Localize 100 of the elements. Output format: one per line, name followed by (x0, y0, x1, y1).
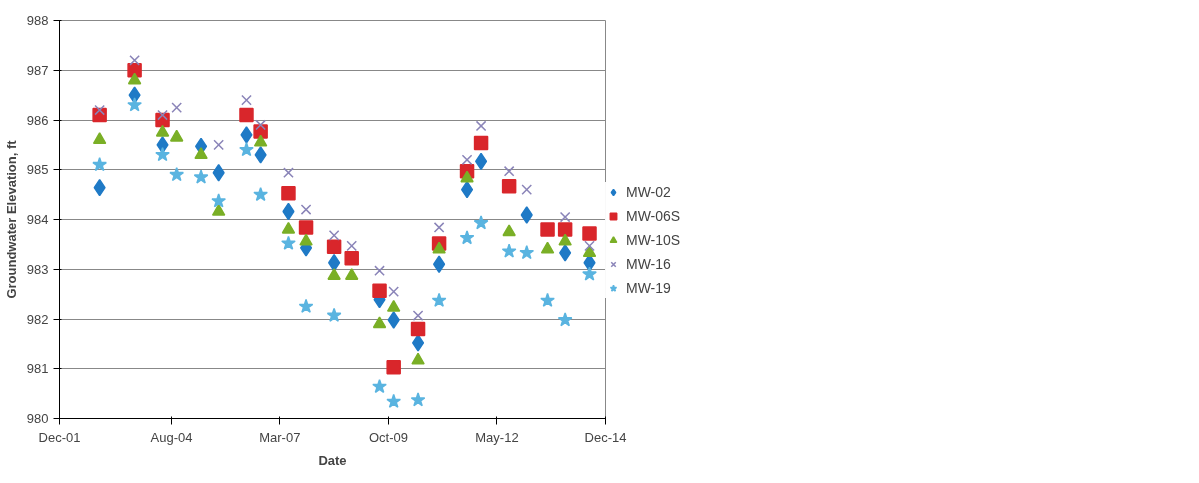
y-tick-label: 980 (26, 411, 49, 426)
y-tick-label: 988 (26, 13, 49, 28)
point (328, 254, 341, 272)
y-tick-label: 981 (26, 361, 49, 377)
point (410, 321, 426, 337)
point (432, 241, 446, 254)
point (344, 268, 359, 280)
point (92, 132, 107, 145)
point (372, 378, 387, 394)
point (169, 166, 185, 182)
x-tick-label: Oct-09 (369, 429, 409, 445)
point (194, 147, 208, 160)
legend-label: MW-10S (626, 232, 682, 248)
point (211, 203, 226, 216)
point (255, 119, 266, 131)
point (412, 310, 424, 321)
point (240, 126, 253, 144)
point (386, 360, 401, 375)
legend-label: MW-02 (626, 184, 672, 200)
y-tick-label: 983 (26, 261, 49, 277)
point (473, 135, 489, 151)
point (281, 185, 296, 201)
y-axis-title: Groundwater Elevation, ft (3, 139, 19, 299)
point (460, 180, 474, 199)
point (239, 107, 254, 123)
point (193, 169, 209, 184)
y-tick-label: 987 (26, 62, 49, 78)
point (386, 393, 402, 408)
point (502, 224, 516, 237)
point (559, 244, 572, 262)
point (298, 220, 314, 235)
point (299, 233, 313, 246)
point (127, 97, 142, 112)
point (501, 178, 517, 194)
point (239, 142, 254, 157)
point (582, 226, 597, 241)
point (155, 124, 170, 137)
x-tick-label: May-12 (475, 429, 519, 445)
point (253, 134, 268, 147)
point (298, 298, 314, 313)
point (411, 352, 425, 365)
point (253, 186, 269, 202)
point (411, 334, 425, 352)
point (540, 222, 555, 237)
point (475, 120, 487, 132)
point (582, 266, 597, 281)
point (171, 102, 183, 113)
point (520, 206, 533, 224)
point (386, 299, 401, 312)
point (127, 72, 142, 85)
point (211, 193, 227, 208)
point (474, 152, 488, 171)
point (557, 222, 573, 237)
point (129, 54, 140, 66)
point (388, 286, 400, 297)
point (346, 240, 358, 252)
point (559, 211, 571, 223)
point (157, 109, 168, 121)
point (540, 241, 555, 254)
point (94, 104, 105, 116)
point (254, 146, 267, 164)
point (372, 283, 387, 298)
point (519, 245, 535, 260)
y-tick-label: 982 (26, 311, 49, 327)
point (92, 157, 108, 172)
point (503, 165, 515, 177)
x-tick-label: Dec-14 (584, 429, 627, 445)
point (344, 251, 359, 266)
y-tick-label: 984 (26, 212, 49, 227)
point (283, 167, 294, 179)
y-tick-label: 985 (26, 162, 49, 178)
point (326, 239, 342, 255)
legend-label: MW-06S (626, 208, 682, 224)
point (501, 243, 517, 258)
point (582, 245, 597, 258)
point (473, 215, 489, 230)
point (327, 268, 341, 280)
x-axis-title: Date (318, 452, 347, 468)
point (213, 139, 224, 151)
point (431, 292, 447, 308)
y-tick-label: 986 (26, 112, 49, 128)
point (155, 147, 170, 162)
point (328, 230, 340, 241)
x-tick-label: Mar-07 (259, 429, 301, 445)
point (372, 316, 387, 329)
point (326, 307, 342, 322)
point (281, 221, 296, 234)
point (459, 230, 475, 245)
legend-label: MW-19 (626, 280, 672, 296)
point (558, 233, 572, 246)
x-tick-label: Dec-01 (38, 429, 81, 445)
point (387, 311, 400, 329)
point (433, 222, 445, 233)
point (281, 235, 296, 250)
point (521, 184, 533, 195)
point (374, 265, 385, 277)
point (584, 240, 595, 252)
point (300, 204, 312, 215)
point (461, 154, 473, 166)
legend-label: MW-16 (626, 256, 672, 272)
